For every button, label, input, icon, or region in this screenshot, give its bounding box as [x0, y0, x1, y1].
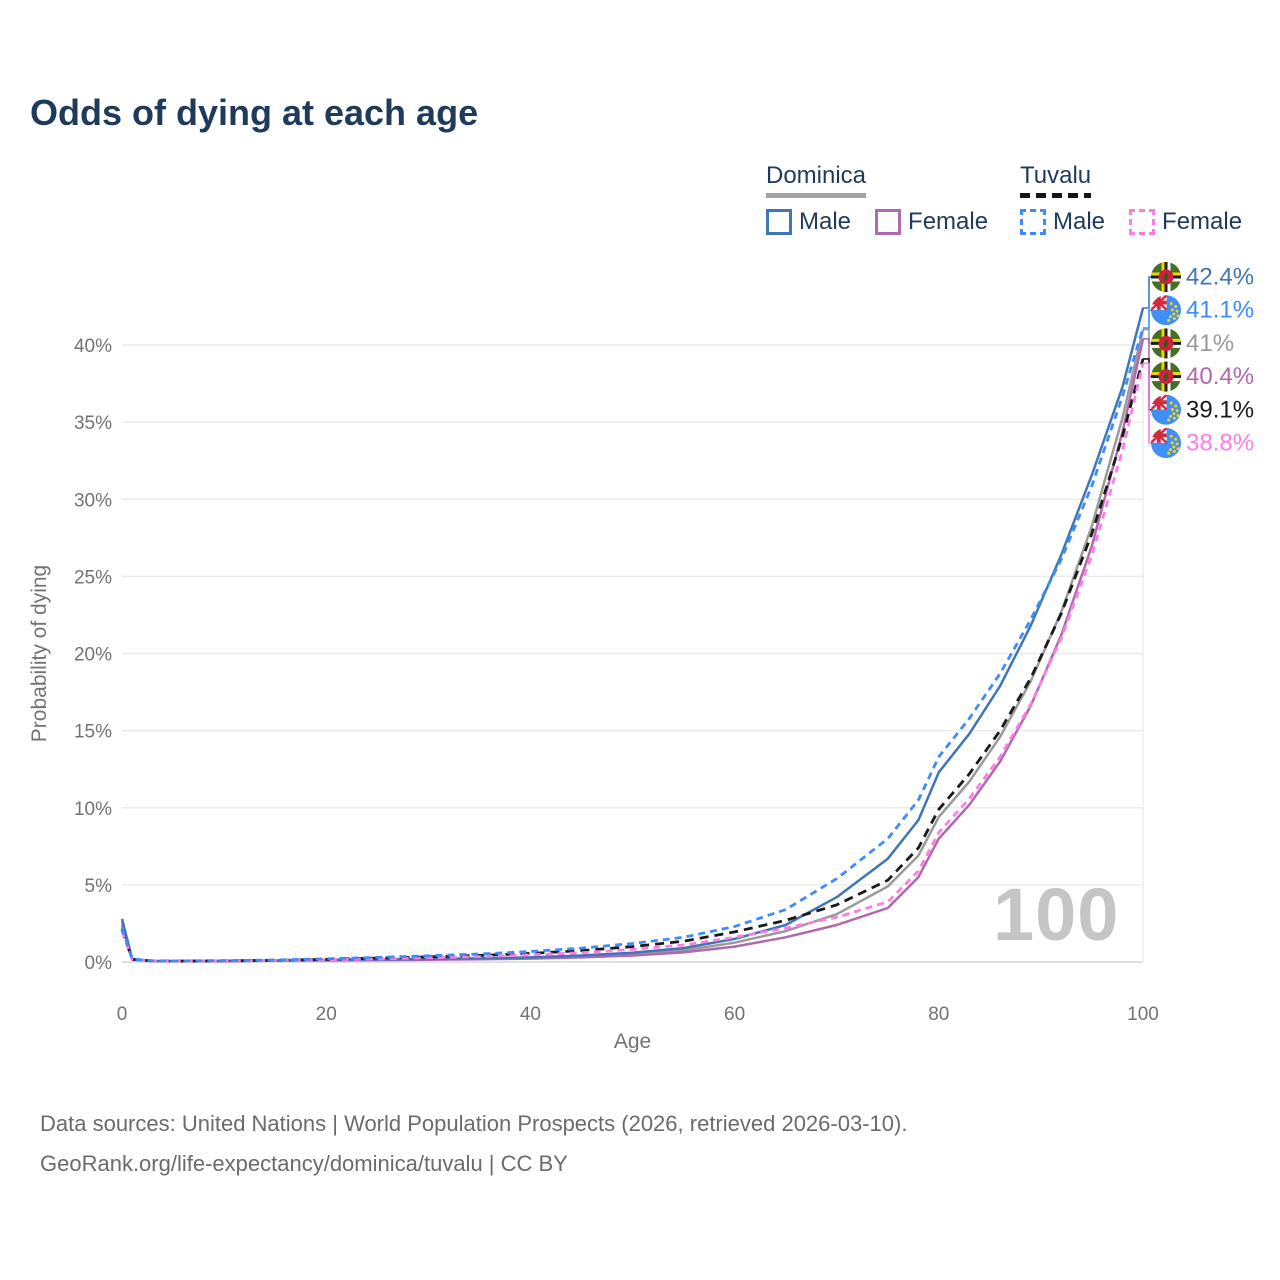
end-label-tuvalu: 41.1% — [1151, 295, 1254, 326]
footer-attribution: GeoRank.org/life-expectancy/dominica/tuv… — [40, 1151, 568, 1176]
page-title: Odds of dying at each age — [30, 92, 479, 133]
y-tick-label: 40% — [74, 336, 112, 357]
x-tick-label: 80 — [928, 1004, 949, 1025]
dominica-flag-icon — [1151, 361, 1181, 392]
tuvalu-flag-icon — [1151, 394, 1181, 425]
series-line-tuvalu-male[interactable] — [120, 327, 1145, 963]
y-tick-label: 35% — [74, 413, 112, 434]
legend-item-label: Female — [908, 208, 989, 235]
end-label-dominica: 40.4% — [1151, 361, 1254, 392]
dominica-solid-line-swatch — [766, 193, 867, 198]
y-tick-label: 15% — [74, 722, 112, 743]
end-label-value: 41.1% — [1186, 297, 1254, 324]
max-age-watermark: 100 — [993, 873, 1120, 956]
end-label-dominica: 41% — [1151, 328, 1234, 359]
end-label-value: 41% — [1186, 330, 1234, 357]
series-line-tuvalu-female[interactable] — [120, 363, 1145, 963]
footer: Data sources: United Nations | World Pop… — [40, 1104, 907, 1184]
tuvalu-flag-icon — [1151, 295, 1181, 326]
y-tick-label: 10% — [74, 799, 112, 820]
series-line-tuvalu-both[interactable] — [120, 358, 1145, 963]
series-line-dominica-male[interactable] — [120, 307, 1145, 963]
legend-item-label: Male — [799, 208, 852, 235]
end-label-connector — [1143, 328, 1152, 345]
y-tick-label: 5% — [85, 876, 113, 897]
end-label-value: 40.4% — [1186, 363, 1254, 390]
y-tick-label: 30% — [74, 490, 112, 511]
end-label-value: 39.1% — [1186, 396, 1254, 423]
dominica-flag-icon — [1151, 262, 1181, 292]
x-tick-label: 100 — [1127, 1004, 1159, 1025]
legend-country-dominica: Dominica — [766, 162, 867, 198]
legend-item-dominica-female[interactable]: Female — [875, 208, 988, 236]
legend-item-label: Female — [1162, 208, 1243, 235]
dominica-female-swatch-icon — [875, 209, 902, 235]
x-tick-label: 20 — [316, 1004, 337, 1025]
end-label-value: 38.8% — [1186, 430, 1254, 457]
series-line-dominica-both[interactable] — [120, 329, 1145, 963]
x-tick-label: 40 — [520, 1004, 541, 1025]
x-tick-label: 60 — [724, 1004, 745, 1025]
end-label-connector — [1143, 309, 1152, 329]
legend-country-label-tuvalu: Tuvalu — [1020, 162, 1092, 189]
x-tick-label: 0 — [117, 1004, 128, 1025]
end-label-tuvalu: 39.1% — [1151, 394, 1254, 425]
footer-data-sources: Data sources: United Nations | World Pop… — [40, 1111, 908, 1136]
legend-item-label: Male — [1053, 208, 1106, 235]
tuvalu-flag-icon — [1151, 428, 1181, 458]
y-tick-label: 20% — [74, 645, 112, 666]
end-label-connector — [1143, 362, 1152, 444]
dominica-male-swatch-icon — [766, 209, 792, 235]
legend-country-tuvalu: Tuvalu — [1020, 162, 1092, 198]
dominica-flag-icon — [1151, 328, 1181, 359]
legend-group-dominica: Dominica Male Female — [766, 162, 988, 236]
y-tick-label: 25% — [74, 567, 112, 588]
end-label-value: 42.4% — [1186, 264, 1254, 291]
end-label-tuvalu: 38.8% — [1151, 428, 1254, 458]
end-label-connector — [1143, 338, 1152, 378]
end-label-connector — [1143, 358, 1152, 411]
tuvalu-male-swatch-icon — [1020, 209, 1046, 235]
tuvalu-dashed-line-swatch — [1020, 193, 1092, 198]
end-label-dominica: 42.4% — [1151, 262, 1254, 292]
legend-items-tuvalu: Male Female — [1020, 208, 1242, 236]
end-label-connector — [1143, 276, 1152, 309]
legend-group-tuvalu: Tuvalu Male Female — [1020, 162, 1242, 236]
legend-country-label-dominica: Dominica — [766, 162, 867, 189]
x-axis-title: Age — [614, 1030, 651, 1053]
legend-item-dominica-male[interactable]: Male — [766, 208, 851, 236]
series-line-dominica-female[interactable] — [120, 338, 1145, 963]
legend-item-tuvalu-male[interactable]: Male — [1020, 208, 1105, 236]
y-axis-title: Probability of dying — [28, 565, 51, 742]
legend-item-tuvalu-female[interactable]: Female — [1129, 208, 1242, 236]
tuvalu-female-swatch-icon — [1129, 209, 1156, 235]
y-tick-label: 0% — [85, 953, 113, 974]
legend-items-dominica: Male Female — [766, 208, 988, 236]
